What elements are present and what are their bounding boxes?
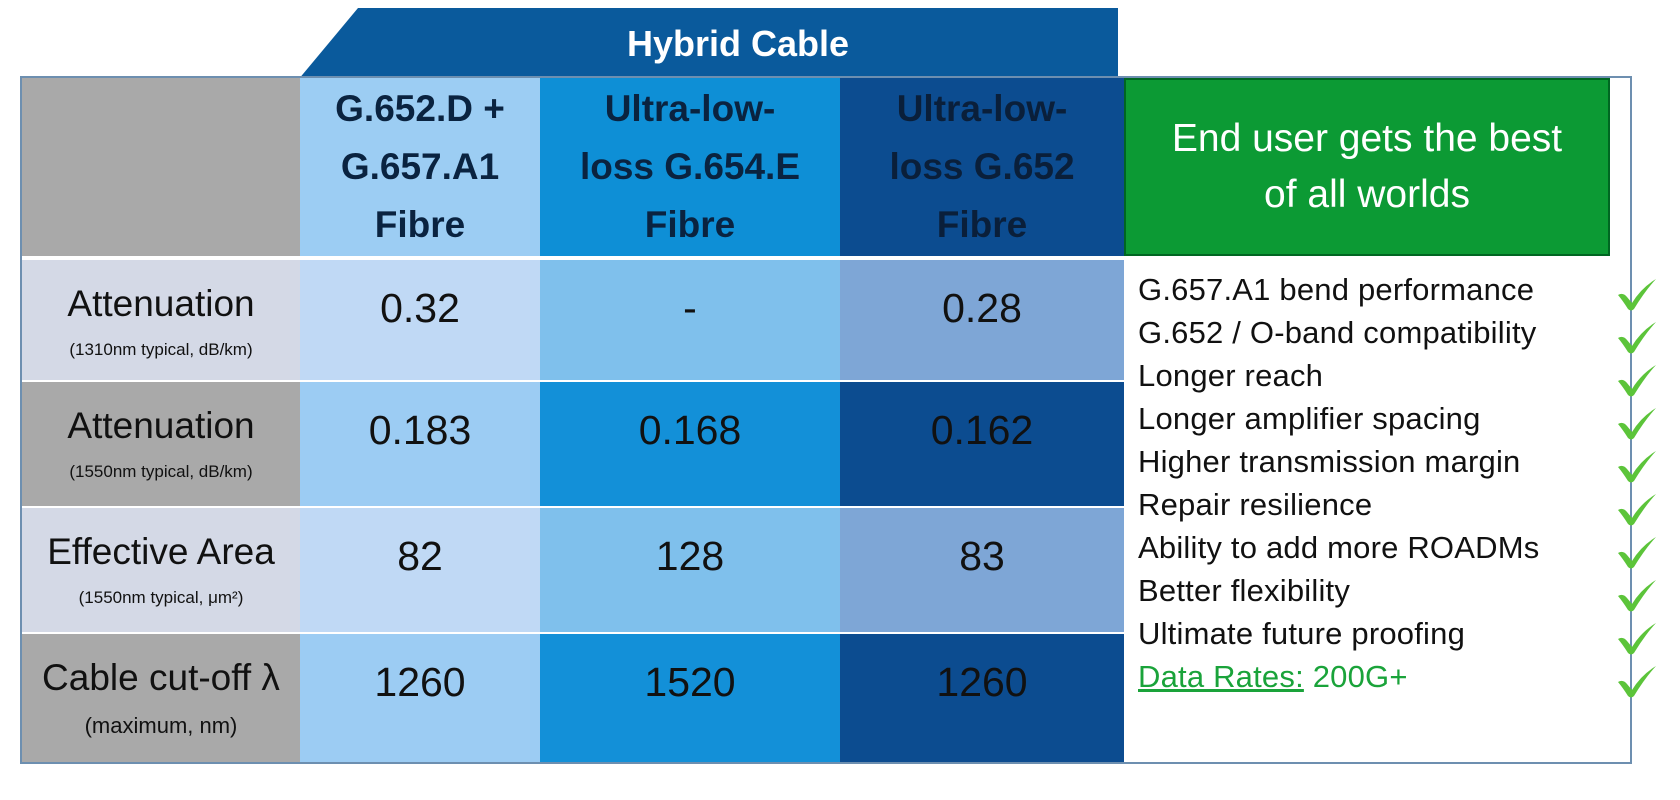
row-label-attenuation-1310: Attenuation (1310nm typical, dB/km) — [22, 260, 300, 382]
cell-r2-c3: 0.162 — [840, 382, 1124, 508]
corner-cell — [22, 78, 300, 256]
benefits-list: G.657.A1 bend performance G.652 / O-band… — [1124, 258, 1610, 762]
benefit-item: Longer amplifier spacing — [1138, 401, 1481, 436]
benefit-item: G.657.A1 bend performance — [1138, 272, 1535, 307]
cell-r3-c3: 83 — [840, 508, 1124, 634]
cell-r4-c2: 1520 — [540, 634, 840, 762]
row-label-cable-cutoff: Cable cut-off λ (maximum, nm) — [22, 634, 300, 762]
column-header-g654e: Ultra-low-loss G.654.E Fibre — [540, 78, 840, 256]
check-icon — [1618, 279, 1656, 311]
data-rates-value: 200G+ — [1312, 659, 1408, 694]
benefit-item: Longer reach — [1138, 358, 1324, 393]
comparison-table — [20, 76, 1632, 764]
cell-r4-c3: 1260 — [840, 634, 1124, 762]
header-divider — [22, 256, 1124, 260]
check-icon — [1618, 623, 1656, 655]
benefit-item: G.652 / O-band compatibility — [1138, 315, 1537, 350]
hybrid-cable-label: Hybrid Cable — [626, 23, 850, 64]
check-icon — [1618, 451, 1656, 483]
data-rates-link[interactable]: Data Rates: — [1138, 659, 1304, 694]
column-header-g652d-g657a1: G.652.D + G.657.A1 Fibre — [300, 78, 540, 256]
benefit-item: Repair resilience — [1138, 487, 1373, 522]
check-icon — [1618, 408, 1656, 440]
row-label-effective-area: Effective Area (1550nm typical, μm²) — [22, 508, 300, 634]
cell-r1-c3: 0.28 — [840, 260, 1124, 382]
summary-header: End user gets the best of all worlds — [1124, 78, 1610, 256]
hybrid-cable-tab — [298, 8, 1118, 80]
cell-r4-c1: 1260 — [300, 634, 540, 762]
check-icon — [1618, 365, 1656, 397]
column-header-g652: Ultra-low-loss G.652 Fibre — [840, 78, 1124, 256]
cell-r1-c2: - — [540, 260, 840, 382]
cell-r3-c2: 128 — [540, 508, 840, 634]
benefit-item: Ultimate future proofing — [1138, 616, 1466, 651]
check-icon — [1618, 322, 1656, 354]
cell-r2-c2: 0.168 — [540, 382, 840, 508]
row-label-attenuation-1550: Attenuation (1550nm typical, dB/km) — [22, 382, 300, 508]
benefit-item: Ability to add more ROADMs — [1138, 530, 1540, 565]
benefit-item: Higher transmission margin — [1138, 444, 1521, 479]
cell-r1-c1: 0.32 — [300, 260, 540, 382]
check-icon — [1618, 537, 1656, 569]
check-icon — [1618, 666, 1656, 698]
check-icon — [1618, 580, 1656, 612]
data-rates-item: Data Rates: 200G+ — [1138, 659, 1408, 695]
cell-r3-c1: 82 — [300, 508, 540, 634]
cell-r2-c1: 0.183 — [300, 382, 540, 508]
check-icon — [1618, 494, 1656, 526]
benefit-item: Better flexibility — [1138, 573, 1351, 608]
